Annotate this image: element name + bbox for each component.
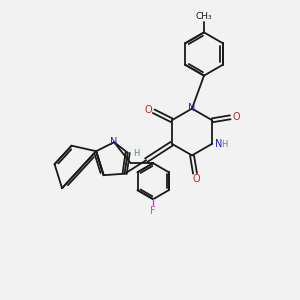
Text: O: O — [145, 105, 152, 115]
Text: O: O — [232, 112, 240, 122]
Text: F: F — [150, 206, 156, 216]
Text: N: N — [110, 137, 118, 147]
Text: O: O — [193, 174, 200, 184]
Text: H: H — [221, 140, 227, 149]
Text: N: N — [188, 103, 196, 113]
Text: H: H — [134, 149, 140, 158]
Text: CH₃: CH₃ — [196, 12, 212, 21]
Text: N: N — [215, 139, 223, 149]
